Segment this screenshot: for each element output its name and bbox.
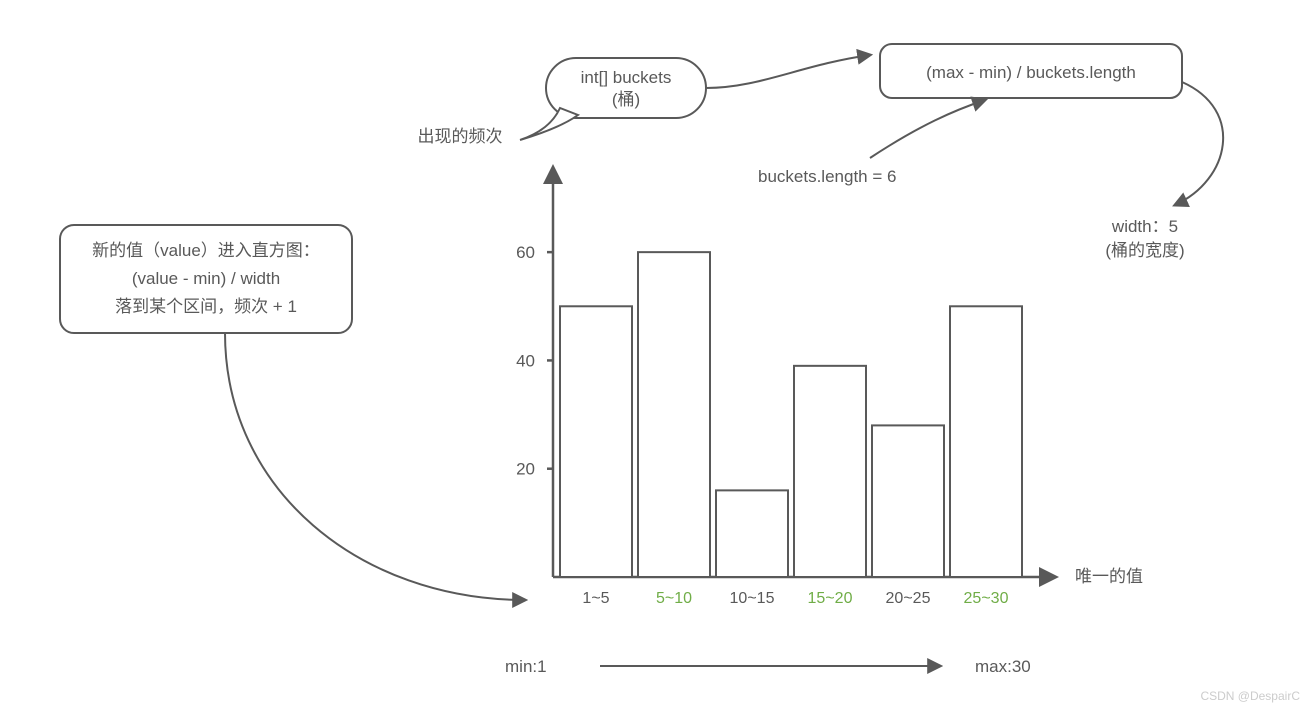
bar-range-label: 10~15 [730,590,775,607]
formula-box: (max - min) / buckets.length [880,44,1182,98]
bar-range-label: 25~30 [964,590,1009,607]
min-label: min:1 [505,657,547,676]
max-label: max:30 [975,657,1031,676]
buckets-bubble: int[] buckets (桶) [520,58,706,140]
buckets-line2: (桶) [612,90,640,109]
x-axis-label: 唯一的值 [1075,567,1143,586]
width-line1: width：5 [1111,217,1178,236]
value-box-line3: 落到某个区间，频次 + 1 [115,297,297,316]
buckets-line1: int[] buckets [581,68,672,87]
histogram-bar [950,306,1022,577]
watermark: CSDN @DespairC [1200,689,1300,703]
histogram-bar [794,366,866,577]
bar-range-label: 5~10 [656,590,692,607]
bar-range-label: 20~25 [886,590,931,607]
histogram-bars: 1~5 5~10 10~15 15~20 20~25 25~30 [560,252,1022,607]
y-ticks-group: 20 40 60 [516,243,553,479]
arrow-formula-to-width [1175,82,1223,205]
y-tick-label: 60 [516,243,535,262]
histogram-bar [638,252,710,577]
bar-range-label: 15~20 [808,590,853,607]
arrow-buckets-to-formula [706,55,870,88]
arrow-value-to-chart [225,333,525,600]
y-tick-label: 20 [516,460,535,479]
arrow-length-to-formula [870,100,985,158]
histogram-bar [872,425,944,577]
value-box-line1: 新的值（value）进入直方图： [92,241,320,260]
width-line2: (桶的宽度) [1105,241,1184,260]
value-formula-box: 新的值（value）进入直方图： (value - min) / width 落… [60,225,352,333]
histogram-bar [560,306,632,577]
histogram-bar [716,490,788,577]
value-box-line2: (value - min) / width [132,269,280,288]
buckets-length-label: buckets.length = 6 [758,167,896,186]
y-tick-label: 40 [516,351,535,370]
y-axis-label: 出现的频次 [418,127,503,146]
formula-text: (max - min) / buckets.length [926,63,1136,82]
width-label: width：5 (桶的宽度) [1105,217,1184,260]
bar-range-label: 1~5 [582,590,609,607]
